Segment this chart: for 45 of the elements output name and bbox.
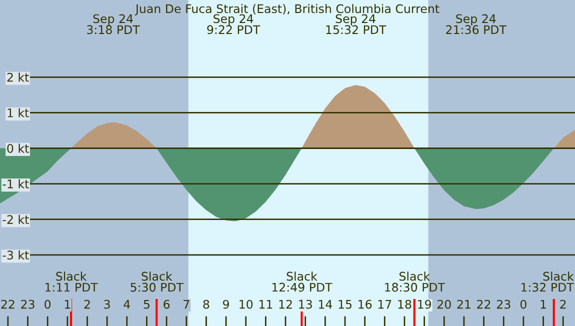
ref-line-label: Slack 12:49 PDT bbox=[272, 272, 332, 292]
x-tick-label: 5 bbox=[144, 300, 150, 309]
annotation: Sep 24 15:32 PDT bbox=[326, 14, 386, 34]
x-tick-label: 20 bbox=[437, 300, 451, 309]
x-tick-label: 22 bbox=[1, 300, 14, 309]
x-tick-label: 10 bbox=[240, 300, 253, 309]
x-tick-label: 4 bbox=[124, 300, 130, 309]
x-tick-label: 19 bbox=[418, 300, 431, 309]
x-tick-label: 14 bbox=[318, 300, 332, 309]
ref-line-label: Slack 5:30 PDT bbox=[130, 272, 184, 292]
y-tick-label: -1 kt bbox=[2, 179, 29, 188]
x-tick-label: 9 bbox=[223, 300, 229, 309]
x-tick-label: 1 bbox=[64, 300, 70, 309]
y-tick-label: 2 kt bbox=[7, 72, 29, 82]
annotation: Sep 24 9:22 PDT bbox=[207, 14, 260, 34]
annotation: Sep 24 21:36 PDT bbox=[446, 14, 506, 34]
x-tick-label: 6 bbox=[164, 300, 170, 309]
chart-title: Juan De Fuca Strait (East), British Columbia Current bbox=[134, 4, 440, 16]
x-tick-label: 7 bbox=[184, 300, 190, 309]
x-tick-label: 0 bbox=[44, 300, 51, 309]
y-tick-label: -3 kt bbox=[2, 250, 29, 260]
x-tick-label: 22 bbox=[477, 300, 490, 309]
y-tick-label: 0 kt bbox=[7, 144, 29, 153]
x-tick-label: 0 bbox=[520, 300, 526, 309]
x-tick-label: 12 bbox=[279, 300, 292, 309]
x-tick-label: 2 bbox=[560, 300, 566, 309]
x-tick-label: 1 bbox=[540, 300, 546, 309]
y-tick-label: 1 kt bbox=[8, 108, 29, 118]
x-tick-label: 15 bbox=[338, 300, 352, 309]
y-tick-label: -2 kt bbox=[2, 214, 29, 224]
x-tick-label: 21 bbox=[457, 300, 470, 309]
x-tick-label: 13 bbox=[299, 300, 312, 309]
x-tick-label: 17 bbox=[378, 300, 392, 309]
x-tick-label: 11 bbox=[259, 300, 272, 309]
x-tick-label: 8 bbox=[203, 300, 210, 309]
ref-line-label: Slack 1:11 PDT bbox=[46, 272, 98, 292]
annotation: Sep 24 3:18 PDT bbox=[87, 14, 140, 34]
ref-line-label: Slack 18:30 PDT bbox=[385, 272, 446, 292]
ref-line-label: Slack 1:32 PDT bbox=[521, 272, 574, 292]
x-tick-label: 23 bbox=[496, 300, 510, 309]
x-tick-label: 16 bbox=[358, 300, 372, 309]
x-tick-label: 2 bbox=[84, 300, 90, 309]
x-tick-label: 3 bbox=[104, 300, 110, 309]
x-tick-label: 23 bbox=[21, 300, 34, 309]
x-tick-label: 18 bbox=[398, 300, 412, 309]
